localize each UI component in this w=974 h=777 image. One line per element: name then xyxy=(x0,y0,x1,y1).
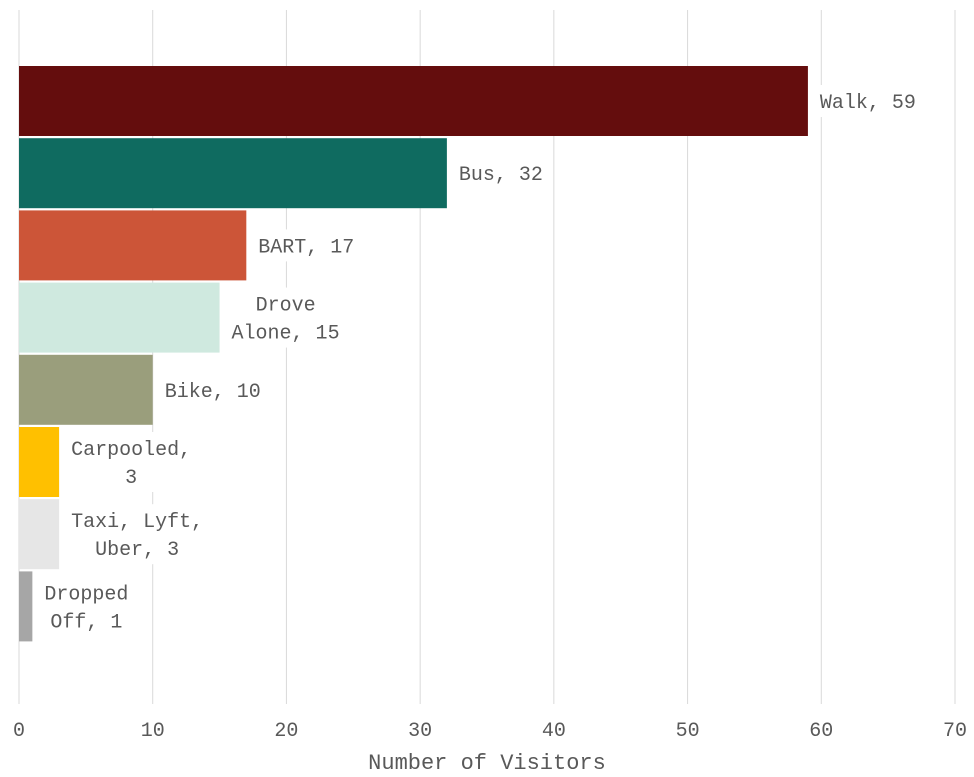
bar-data-label-background xyxy=(66,432,197,492)
bar xyxy=(19,571,33,642)
bar-data-label-line: Carpooled, xyxy=(71,439,191,462)
bar-data-label-background xyxy=(814,85,921,117)
bar-data-label-line: Taxi, Lyft, xyxy=(71,511,203,534)
x-tick-label: 10 xyxy=(141,720,165,743)
bar xyxy=(19,138,447,209)
bar-data-label-background xyxy=(453,157,548,190)
x-tick-label: 60 xyxy=(809,720,833,743)
data-labels: Walk, 59 Bus, 32 BART, 17 Drove Alone, 15 Bik… xyxy=(39,85,921,637)
x-tick-label: 40 xyxy=(542,720,566,743)
bar-data-label: Drove Alone, 15 xyxy=(232,295,340,346)
bar-data-label: BART, 17 xyxy=(258,236,354,259)
bar-data-label: Bike, 10 xyxy=(165,381,261,404)
bar-data-label: Dropped Off, 1 xyxy=(44,583,128,634)
x-axis-title: Number of Visitors xyxy=(368,751,606,776)
bar xyxy=(19,282,220,353)
bar-data-label-background xyxy=(159,373,266,406)
x-tick-label: 20 xyxy=(274,720,298,743)
bar xyxy=(19,210,247,281)
bar-data-label-background xyxy=(253,229,360,262)
bar-data-label: Bus, 32 xyxy=(459,164,543,187)
bar-data-label-line: Off, 1 xyxy=(50,611,122,634)
bar-data-label-line: Dropped xyxy=(44,583,128,606)
bar-data-label-line: 3 xyxy=(125,467,137,490)
bar-data-label-line: Bike, 10 xyxy=(165,381,261,404)
x-tick-label: 70 xyxy=(943,720,967,743)
bar-data-label: Carpooled, 3 xyxy=(71,439,191,490)
bars xyxy=(19,66,808,642)
bar-data-label-background xyxy=(226,287,345,348)
bar xyxy=(19,427,60,497)
x-tick-label: 50 xyxy=(676,720,700,743)
bar-data-label: Walk, 59 xyxy=(820,92,916,115)
bar xyxy=(19,66,808,136)
bar xyxy=(19,499,60,570)
x-axis-ticks: 0 10 20 30 40 50 60 70 xyxy=(13,720,967,743)
bar-data-label-line: Bus, 32 xyxy=(459,164,543,187)
bar xyxy=(19,354,153,425)
bar-data-label: Taxi, Lyft, Uber, 3 xyxy=(71,511,203,562)
bar-data-label-line: Walk, 59 xyxy=(820,92,916,115)
bar-data-label-line: Uber, 3 xyxy=(95,539,179,562)
bar-data-label-line: BART, 17 xyxy=(258,236,354,259)
bar-data-label-background xyxy=(66,504,209,565)
bar-data-label-line: Alone, 15 xyxy=(232,323,340,346)
bar-data-label-line: Drove xyxy=(256,295,316,318)
x-tick-label: 30 xyxy=(408,720,432,743)
bar-data-label-background xyxy=(39,576,134,637)
x-tick-label: 0 xyxy=(13,720,25,743)
